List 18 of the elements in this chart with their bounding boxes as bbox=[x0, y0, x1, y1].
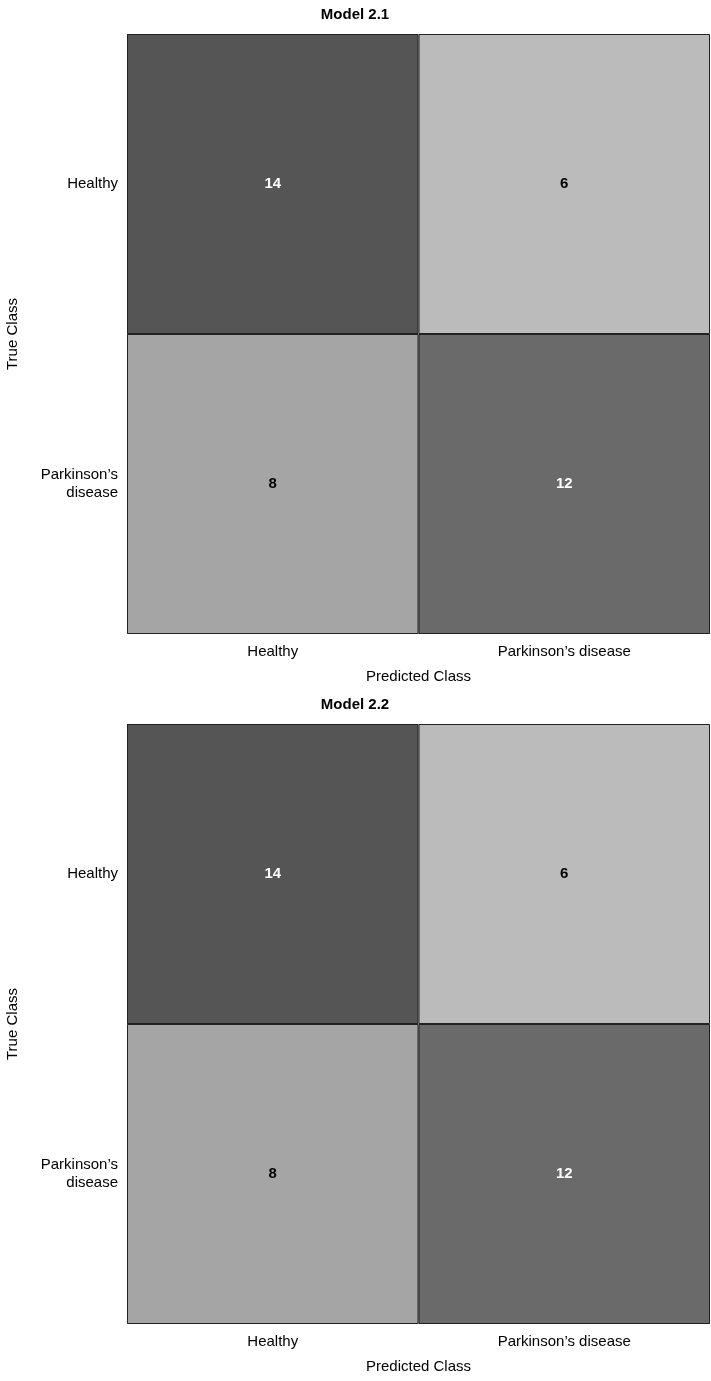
data-label: 8 bbox=[268, 1164, 277, 1182]
data-label: 8 bbox=[268, 474, 277, 492]
y-tick-label: Parkinson’s disease bbox=[40, 465, 118, 501]
chart-title: Model 2.1 bbox=[320, 5, 390, 23]
data-label: 12 bbox=[555, 474, 573, 492]
x-axis-title: Predicted Class bbox=[365, 1357, 472, 1375]
data-label: 6 bbox=[560, 174, 569, 192]
y-tick-label: Healthy bbox=[67, 174, 119, 192]
y-tick-label: Healthy bbox=[67, 864, 119, 882]
data-label: 12 bbox=[555, 1164, 573, 1182]
data-label: 6 bbox=[560, 864, 569, 882]
y-axis-title: True Class bbox=[3, 988, 21, 1060]
y-tick-label: Parkinson’s disease bbox=[40, 1155, 118, 1191]
data-label: 14 bbox=[264, 864, 282, 882]
x-axis-title: Predicted Class bbox=[365, 667, 472, 685]
y-axis-title: True Class bbox=[3, 298, 21, 370]
data-label: 14 bbox=[264, 174, 282, 192]
chart-title: Model 2.2 bbox=[320, 695, 390, 713]
